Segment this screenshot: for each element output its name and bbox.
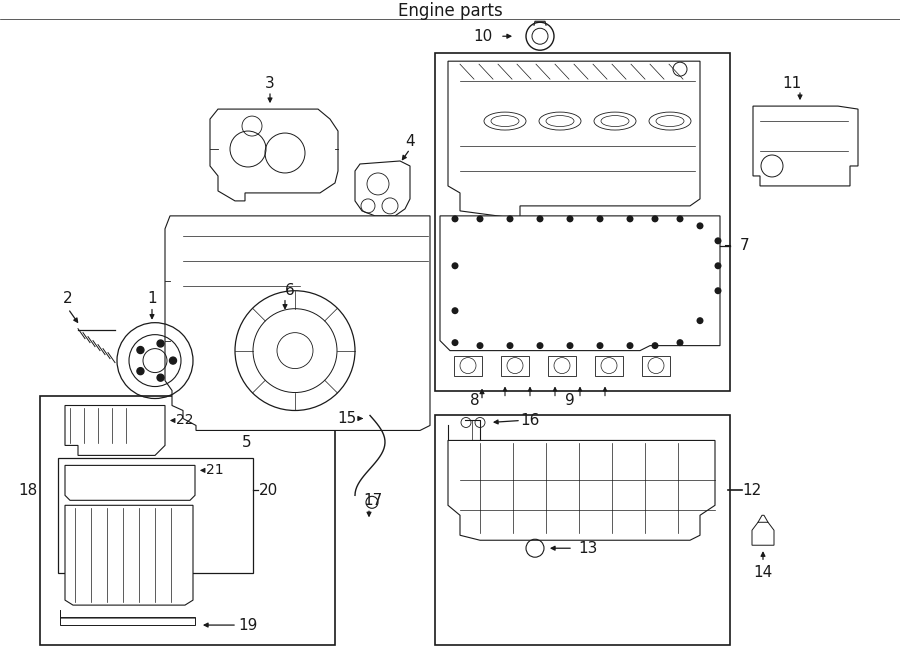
Text: 2: 2 [63, 292, 73, 306]
Text: 19: 19 [238, 617, 257, 633]
Polygon shape [355, 161, 410, 216]
Circle shape [715, 237, 722, 245]
Bar [40, 395, 335, 645]
Circle shape [715, 288, 722, 294]
Polygon shape [548, 356, 576, 375]
Bar [58, 458, 253, 573]
Polygon shape [753, 106, 858, 186]
Polygon shape [501, 356, 529, 375]
Polygon shape [440, 216, 720, 350]
Polygon shape [65, 505, 193, 605]
Circle shape [507, 215, 514, 222]
Polygon shape [448, 61, 700, 219]
Text: 14: 14 [753, 564, 772, 580]
Text: 12: 12 [742, 483, 761, 498]
Polygon shape [60, 610, 195, 625]
Circle shape [677, 215, 683, 222]
Polygon shape [210, 109, 338, 201]
Text: 15: 15 [338, 411, 356, 426]
Text: 8: 8 [470, 393, 480, 408]
Text: 5: 5 [242, 435, 252, 450]
Text: 13: 13 [579, 541, 598, 556]
Text: 1: 1 [148, 292, 157, 306]
Text: 16: 16 [520, 413, 540, 428]
Circle shape [476, 342, 483, 349]
Polygon shape [454, 356, 482, 375]
Polygon shape [165, 216, 430, 430]
Circle shape [626, 342, 634, 349]
Polygon shape [65, 405, 165, 455]
Text: 11: 11 [782, 75, 802, 91]
Bar [435, 53, 730, 391]
Text: 3: 3 [266, 75, 274, 91]
Text: 4: 4 [405, 134, 415, 149]
Text: 20: 20 [258, 483, 277, 498]
Text: Engine parts: Engine parts [398, 2, 502, 20]
Polygon shape [595, 356, 623, 375]
Circle shape [715, 262, 722, 269]
Text: 9: 9 [565, 393, 575, 408]
Circle shape [158, 340, 164, 347]
Circle shape [137, 346, 144, 354]
Text: 18: 18 [18, 483, 38, 498]
Circle shape [652, 342, 659, 349]
Circle shape [566, 215, 573, 222]
Circle shape [677, 339, 683, 346]
Circle shape [476, 215, 483, 222]
Circle shape [169, 357, 176, 364]
Text: 10: 10 [473, 28, 492, 44]
Circle shape [507, 342, 514, 349]
Text: 22: 22 [176, 414, 194, 428]
Circle shape [652, 215, 659, 222]
Circle shape [452, 339, 458, 346]
Circle shape [597, 342, 604, 349]
Polygon shape [642, 356, 670, 375]
Polygon shape [65, 465, 195, 500]
Text: 6: 6 [285, 283, 295, 298]
Text: 21: 21 [206, 463, 224, 477]
Circle shape [452, 307, 458, 314]
Polygon shape [448, 440, 715, 540]
Circle shape [697, 317, 704, 324]
Circle shape [452, 215, 458, 222]
Bar [435, 416, 730, 645]
Circle shape [536, 215, 544, 222]
Circle shape [597, 215, 604, 222]
Text: 7: 7 [740, 239, 750, 253]
Text: 17: 17 [364, 493, 382, 508]
Circle shape [697, 222, 704, 229]
Circle shape [536, 342, 544, 349]
Polygon shape [752, 522, 774, 545]
Circle shape [158, 374, 164, 381]
Circle shape [566, 342, 573, 349]
Circle shape [137, 368, 144, 375]
Circle shape [452, 262, 458, 269]
Circle shape [626, 215, 634, 222]
